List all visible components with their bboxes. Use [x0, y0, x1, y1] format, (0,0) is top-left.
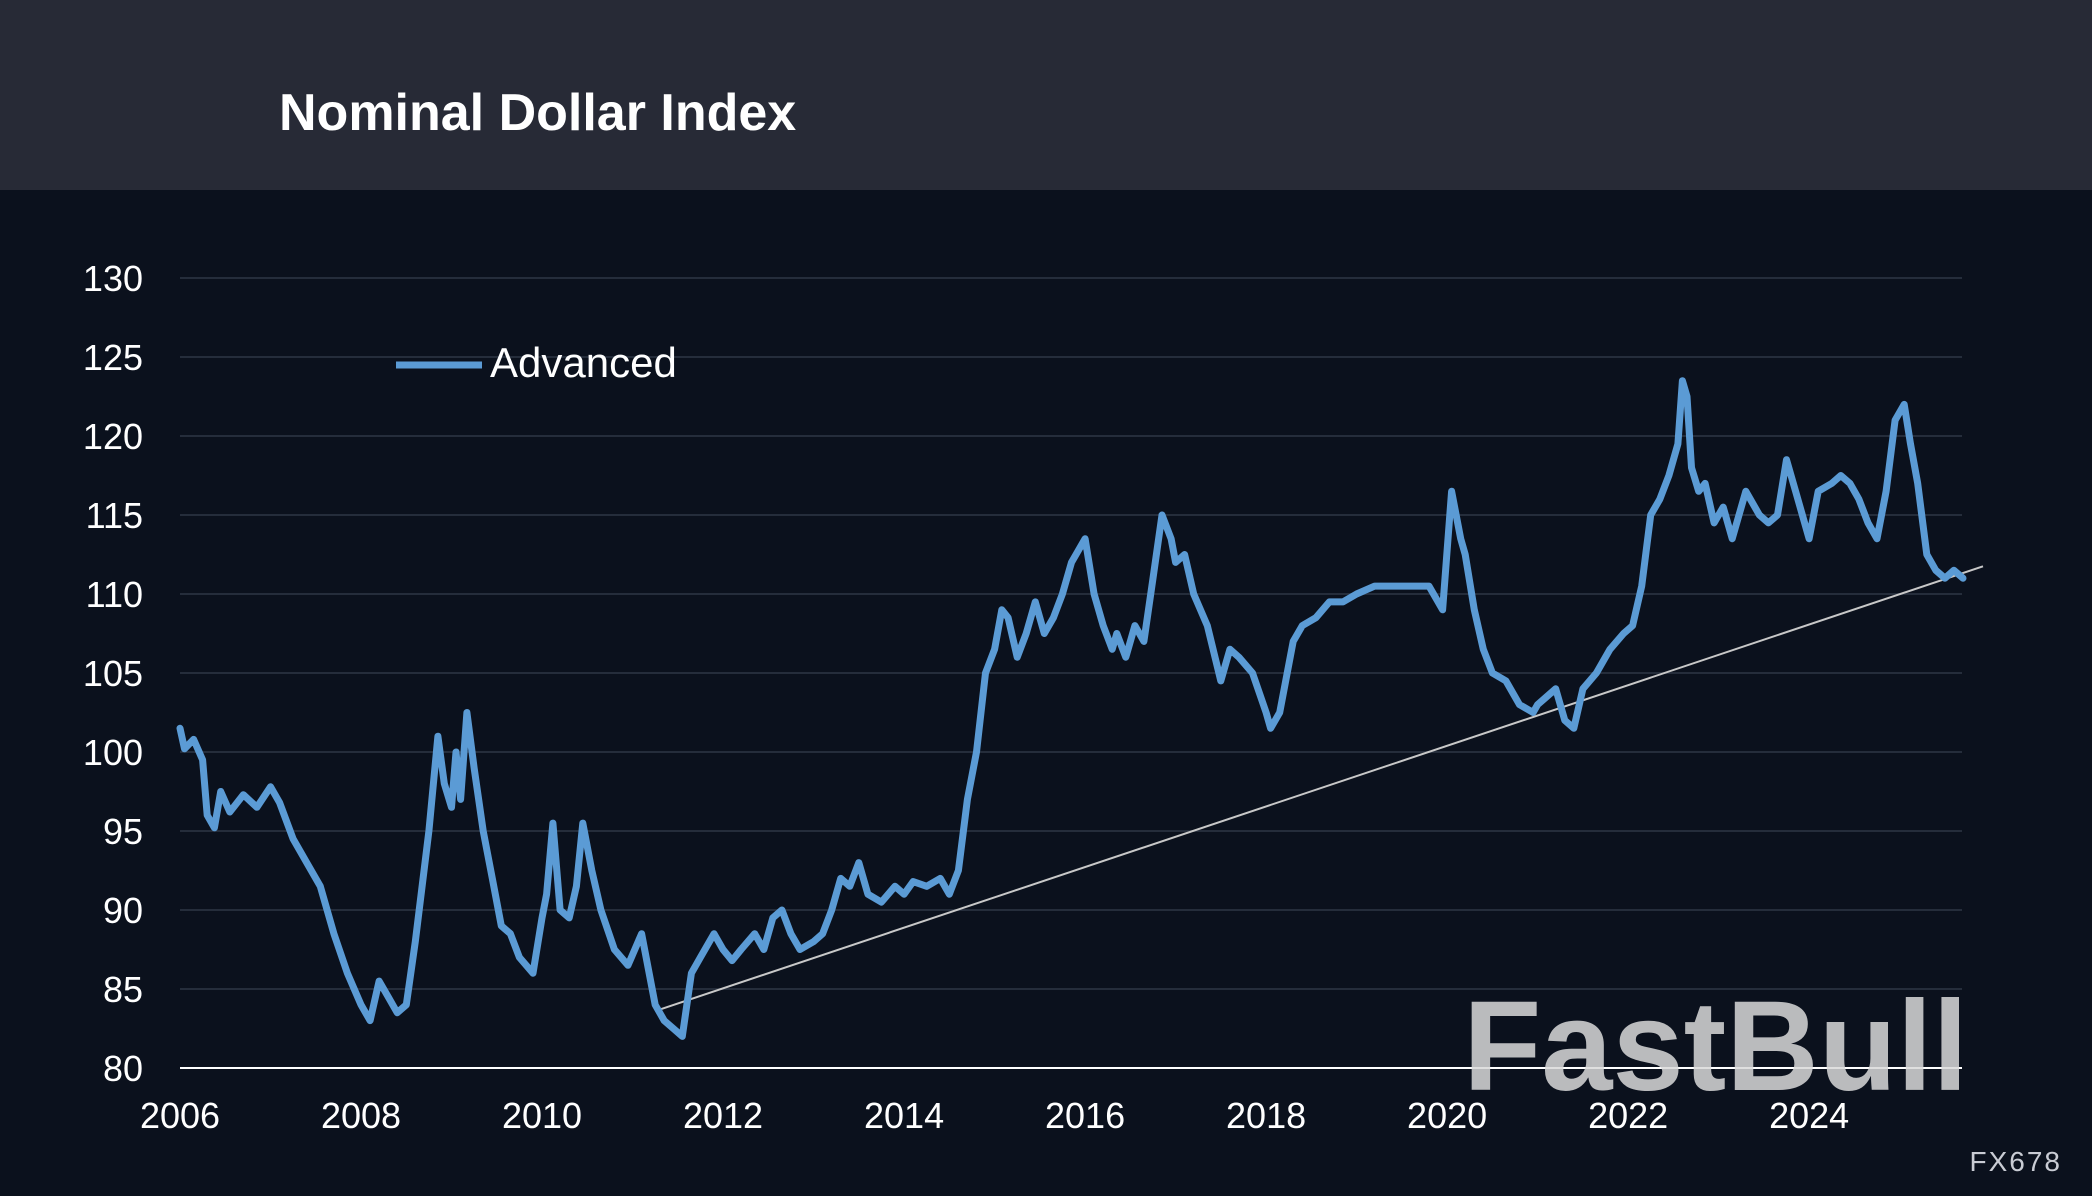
x-tick-label: 2012	[683, 1095, 763, 1136]
x-tick-label: 2016	[1045, 1095, 1125, 1136]
x-tick-label: 2014	[864, 1095, 944, 1136]
y-tick-label: 110	[86, 574, 143, 615]
y-tick-label: 90	[103, 890, 143, 931]
legend-label-advanced: Advanced	[490, 339, 677, 386]
gridlines	[180, 277, 1962, 990]
chart-title: Nominal Dollar Index	[279, 84, 797, 142]
y-tick-label: 105	[83, 653, 143, 694]
x-tick-label: 2006	[140, 1095, 220, 1136]
y-tick-label: 95	[103, 811, 143, 852]
trendline	[659, 565, 1984, 1011]
watermark-logo: FastBull	[1463, 975, 1968, 1118]
legend: Advanced	[396, 339, 677, 386]
x-tick-label: 2010	[502, 1095, 582, 1136]
x-tick-label: 2020	[1407, 1095, 1487, 1136]
source-footnote: FX678	[1969, 1146, 2062, 1177]
y-tick-label: 100	[83, 732, 143, 773]
series-line-advanced	[176, 377, 1967, 1040]
x-tick-label: 2022	[1588, 1095, 1668, 1136]
x-tick-label: 2018	[1226, 1095, 1306, 1136]
y-tick-label: 125	[83, 337, 143, 378]
series-layer	[176, 377, 1967, 1040]
y-tick-label: 80	[103, 1048, 143, 1089]
y-tick-label: 85	[103, 969, 143, 1010]
y-tick-label: 130	[83, 258, 143, 299]
trendline-layer	[659, 565, 1984, 1011]
y-tick-label: 115	[86, 495, 143, 536]
axis-layer: 80 85 90 95 100 105 110 115 120 125 130 2006 2008 201…	[83, 258, 1962, 1136]
x-tick-label: 2008	[321, 1095, 401, 1136]
chart-header: Nominal Dollar Index	[0, 0, 2092, 190]
x-tick-label: 2024	[1769, 1095, 1849, 1136]
y-tick-label: 120	[83, 416, 143, 457]
